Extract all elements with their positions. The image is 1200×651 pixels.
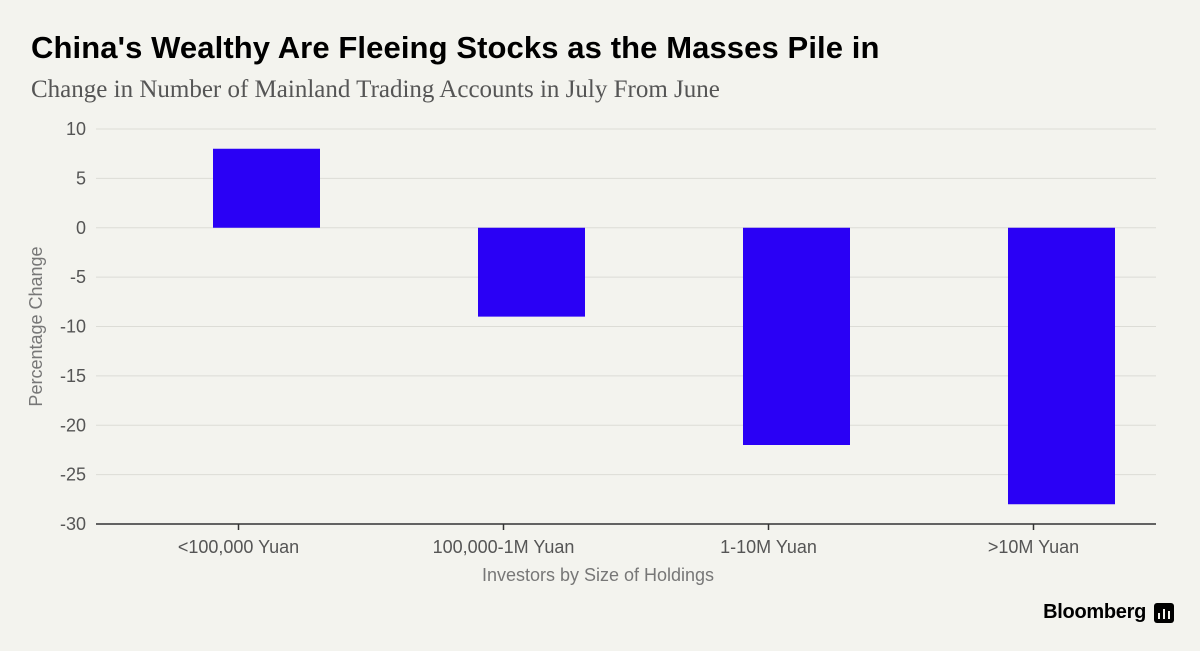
y-tick-label: -10 <box>60 317 86 337</box>
chart-subtitle: Change in Number of Mainland Trading Acc… <box>31 76 720 103</box>
bloomberg-logo-icon <box>1154 602 1174 623</box>
x-axis-title: Investors by Size of Holdings <box>482 565 714 585</box>
y-tick-label: -20 <box>60 415 86 435</box>
bar-0 <box>213 148 320 228</box>
y-tick-label: 0 <box>76 218 86 238</box>
y-tick-label: -5 <box>70 267 86 287</box>
x-tick-label: >10M Yuan <box>988 537 1079 557</box>
y-tick-label: -15 <box>60 366 86 386</box>
y-tick-label: 5 <box>76 168 86 188</box>
y-tick-label: -25 <box>60 465 86 485</box>
brand-name: Bloomberg <box>1043 601 1146 623</box>
bar-3 <box>1008 227 1115 505</box>
x-tick-label: 1-10M Yuan <box>720 537 817 557</box>
y-tick-label: 10 <box>66 119 86 139</box>
bloomberg-brand: Bloomberg <box>1043 601 1174 624</box>
x-tick-label: 100,000-1M Yuan <box>433 537 575 557</box>
y-tick-label: -30 <box>60 514 86 534</box>
chart-title: China's Wealthy Are Fleeing Stocks as th… <box>31 30 880 65</box>
y-axis-title: Percentage Change <box>26 246 46 406</box>
x-tick-label: <100,000 Yuan <box>178 537 299 557</box>
bar-1 <box>478 227 585 317</box>
bar-2 <box>743 227 850 445</box>
